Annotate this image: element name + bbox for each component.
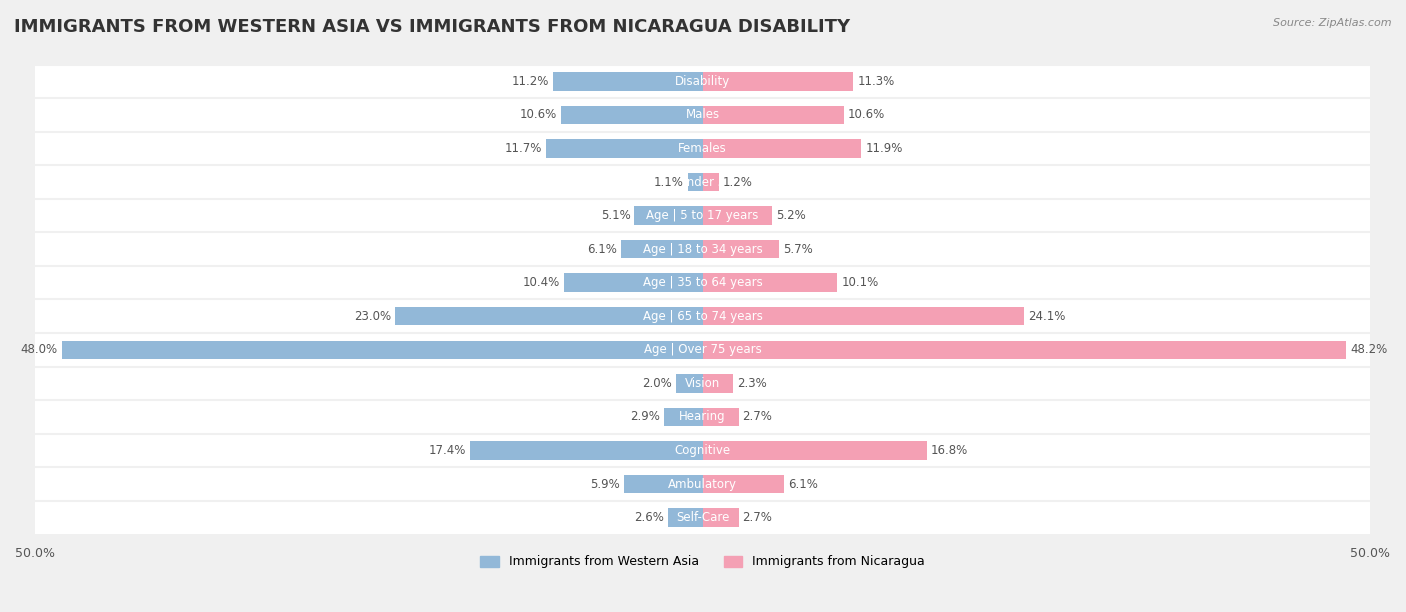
Bar <box>35 132 1369 165</box>
Bar <box>564 274 703 292</box>
Text: 23.0%: 23.0% <box>354 310 391 323</box>
Bar <box>703 340 1346 359</box>
Bar <box>703 374 734 392</box>
Bar <box>634 206 703 225</box>
Text: 10.6%: 10.6% <box>520 108 557 121</box>
Bar <box>703 509 738 527</box>
Bar <box>703 441 927 460</box>
Bar <box>703 72 853 91</box>
Text: Age | Over 75 years: Age | Over 75 years <box>644 343 762 356</box>
Bar <box>553 72 703 91</box>
Text: 11.2%: 11.2% <box>512 75 548 88</box>
Text: Vision: Vision <box>685 377 720 390</box>
Bar <box>703 240 779 258</box>
Bar <box>35 165 1369 199</box>
Text: 1.2%: 1.2% <box>723 176 752 188</box>
Bar <box>35 98 1369 132</box>
Text: 2.9%: 2.9% <box>630 411 659 424</box>
Bar <box>35 266 1369 299</box>
Bar <box>35 501 1369 534</box>
Text: 10.6%: 10.6% <box>848 108 886 121</box>
Bar <box>703 408 738 426</box>
Text: Cognitive: Cognitive <box>675 444 731 457</box>
Text: 24.1%: 24.1% <box>1028 310 1066 323</box>
Text: Hearing: Hearing <box>679 411 725 424</box>
Bar <box>668 509 703 527</box>
Text: 16.8%: 16.8% <box>931 444 969 457</box>
Text: 1.1%: 1.1% <box>654 176 683 188</box>
Text: Age | 35 to 64 years: Age | 35 to 64 years <box>643 276 762 289</box>
Text: 5.2%: 5.2% <box>776 209 806 222</box>
Bar <box>35 64 1369 98</box>
Text: Age | 65 to 74 years: Age | 65 to 74 years <box>643 310 762 323</box>
Text: Females: Females <box>678 142 727 155</box>
Bar <box>35 467 1369 501</box>
Text: Source: ZipAtlas.com: Source: ZipAtlas.com <box>1274 18 1392 28</box>
Text: Age | 5 to 17 years: Age | 5 to 17 years <box>647 209 759 222</box>
Text: 2.7%: 2.7% <box>742 511 772 524</box>
Text: Self-Care: Self-Care <box>676 511 730 524</box>
Bar <box>35 233 1369 266</box>
Text: 17.4%: 17.4% <box>429 444 467 457</box>
Bar <box>35 400 1369 434</box>
Text: 11.3%: 11.3% <box>858 75 894 88</box>
Bar <box>35 299 1369 333</box>
Bar <box>703 106 844 124</box>
Text: 5.9%: 5.9% <box>591 477 620 491</box>
Bar <box>621 240 703 258</box>
Bar <box>703 307 1025 326</box>
Bar <box>703 139 862 158</box>
Bar <box>703 206 772 225</box>
Text: 2.7%: 2.7% <box>742 411 772 424</box>
Text: Ambulatory: Ambulatory <box>668 477 737 491</box>
Bar <box>664 408 703 426</box>
Text: 11.7%: 11.7% <box>505 142 543 155</box>
Text: 2.3%: 2.3% <box>737 377 768 390</box>
Bar <box>35 367 1369 400</box>
Text: 10.1%: 10.1% <box>841 276 879 289</box>
Bar <box>624 475 703 493</box>
Bar <box>395 307 703 326</box>
Text: Age | Under 5 years: Age | Under 5 years <box>644 176 761 188</box>
Text: 10.4%: 10.4% <box>523 276 560 289</box>
Text: 48.0%: 48.0% <box>21 343 58 356</box>
Text: IMMIGRANTS FROM WESTERN ASIA VS IMMIGRANTS FROM NICARAGUA DISABILITY: IMMIGRANTS FROM WESTERN ASIA VS IMMIGRAN… <box>14 18 851 36</box>
Text: 5.7%: 5.7% <box>783 242 813 256</box>
Text: 11.9%: 11.9% <box>866 142 903 155</box>
Bar <box>35 199 1369 233</box>
Bar <box>561 106 703 124</box>
Text: 2.6%: 2.6% <box>634 511 664 524</box>
Text: Males: Males <box>686 108 720 121</box>
Text: 2.0%: 2.0% <box>643 377 672 390</box>
Bar <box>703 475 785 493</box>
Text: Disability: Disability <box>675 75 730 88</box>
Bar <box>62 340 703 359</box>
Bar <box>676 374 703 392</box>
Text: 48.2%: 48.2% <box>1350 343 1388 356</box>
Bar <box>688 173 703 191</box>
Text: Age | 18 to 34 years: Age | 18 to 34 years <box>643 242 762 256</box>
Text: 5.1%: 5.1% <box>600 209 630 222</box>
Bar <box>547 139 703 158</box>
Legend: Immigrants from Western Asia, Immigrants from Nicaragua: Immigrants from Western Asia, Immigrants… <box>475 550 931 573</box>
Bar <box>470 441 703 460</box>
Bar <box>703 274 838 292</box>
Bar <box>703 173 718 191</box>
Text: 6.1%: 6.1% <box>588 242 617 256</box>
Text: 6.1%: 6.1% <box>787 477 818 491</box>
Bar <box>35 434 1369 467</box>
Bar <box>35 333 1369 367</box>
